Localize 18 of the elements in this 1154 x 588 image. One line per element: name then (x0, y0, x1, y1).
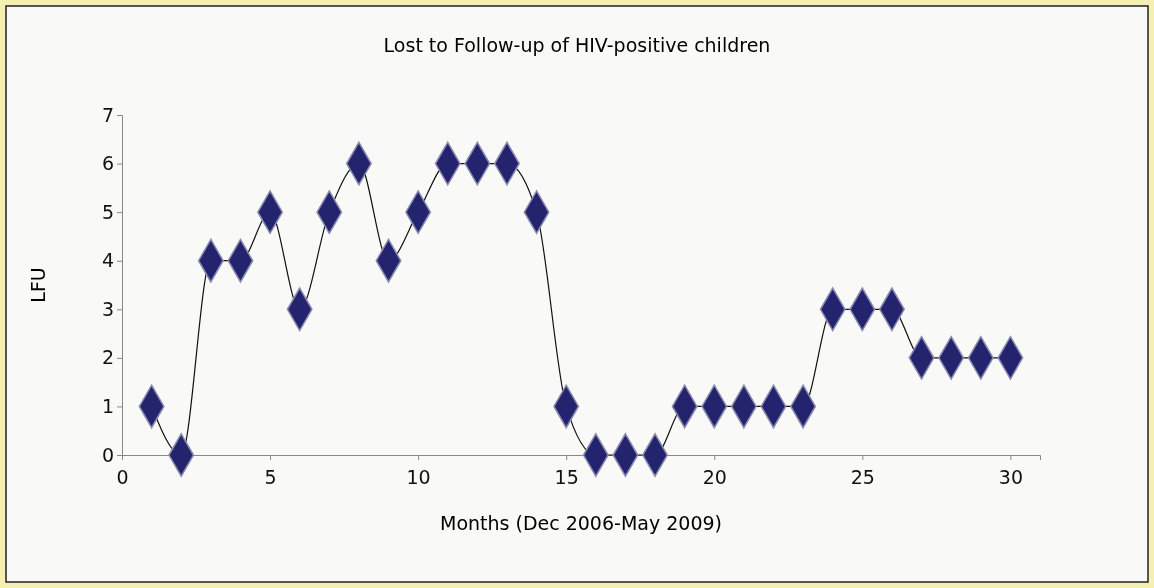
x-tick-label: 20 (702, 465, 727, 488)
y-tick-label: 7 (101, 103, 114, 126)
y-tick-label: 6 (101, 152, 114, 175)
x-tick-label: 5 (264, 465, 277, 488)
y-tick-label: 4 (101, 249, 114, 272)
y-axis-title: LFU (27, 267, 49, 303)
x-tick-label: 0 (116, 465, 129, 488)
y-tick-label: 1 (101, 395, 114, 418)
y-tick-label: 3 (101, 297, 114, 320)
y-tick-label: 0 (101, 443, 114, 466)
x-tick-label: 30 (998, 465, 1023, 488)
x-tick-label: 25 (850, 465, 875, 488)
x-axis-title: Months (Dec 2006-May 2009) (439, 512, 723, 534)
y-tick-label: 2 (101, 346, 114, 369)
x-tick-label: 15 (554, 465, 579, 488)
chart-title: Lost to Follow-up of HIV-positive children (383, 34, 771, 56)
y-tick-label: 5 (101, 200, 114, 223)
x-tick-label: 10 (406, 465, 431, 488)
